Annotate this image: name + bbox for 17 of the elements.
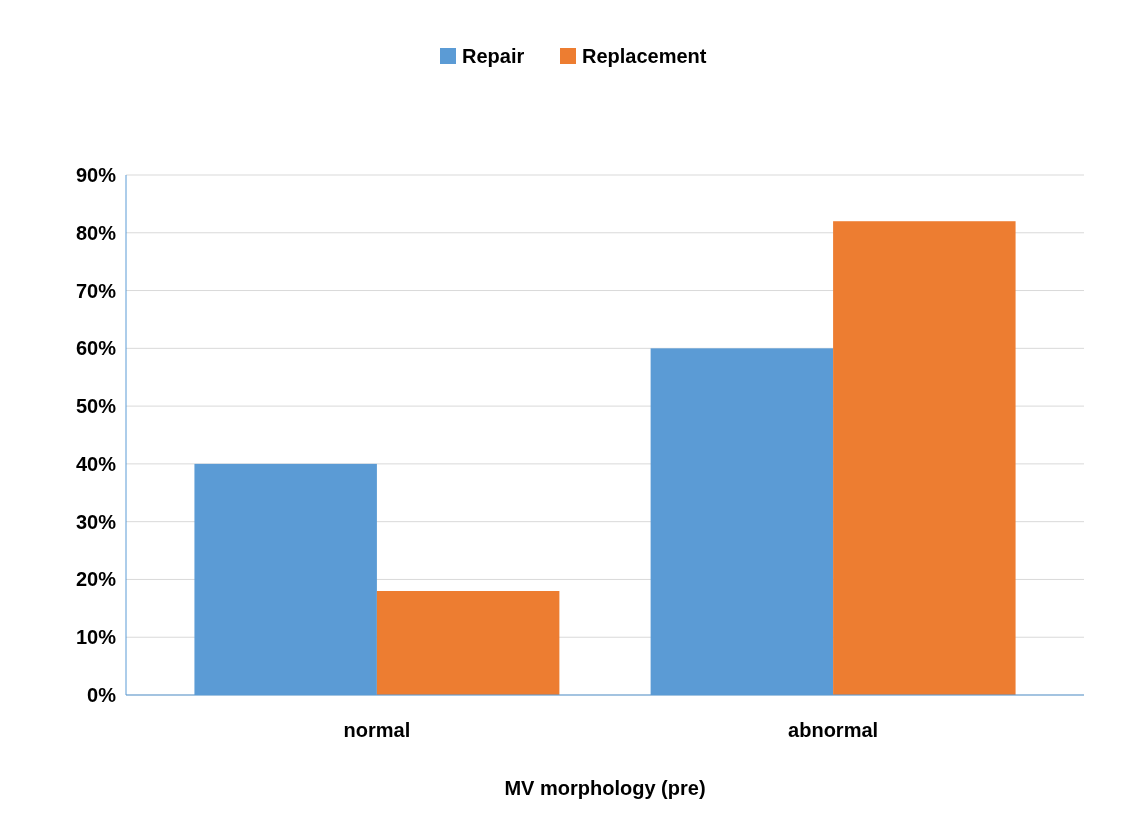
y-tick-label: 0% — [87, 684, 117, 706]
y-tick-label: 30% — [75, 510, 117, 533]
y-tick-label: 90% — [75, 164, 117, 186]
x-tick-label: normal — [343, 719, 411, 741]
y-tick-label: 20% — [75, 568, 117, 591]
bar — [376, 591, 560, 695]
legend-label: Replacement — [582, 45, 707, 67]
x-tick-label: abnormal — [788, 719, 879, 741]
bar — [833, 221, 1016, 695]
y-tick-label: 80% — [75, 221, 117, 244]
y-tick-label: 60% — [75, 337, 117, 360]
y-tick-label: 70% — [75, 279, 117, 302]
legend-label: Repair — [462, 45, 525, 67]
y-tick-label: 40% — [75, 452, 117, 475]
x-axis-title: MV morphology (pre) — [504, 777, 706, 799]
y-tick-label: 50% — [75, 395, 117, 418]
y-tick-label: 10% — [75, 626, 117, 649]
